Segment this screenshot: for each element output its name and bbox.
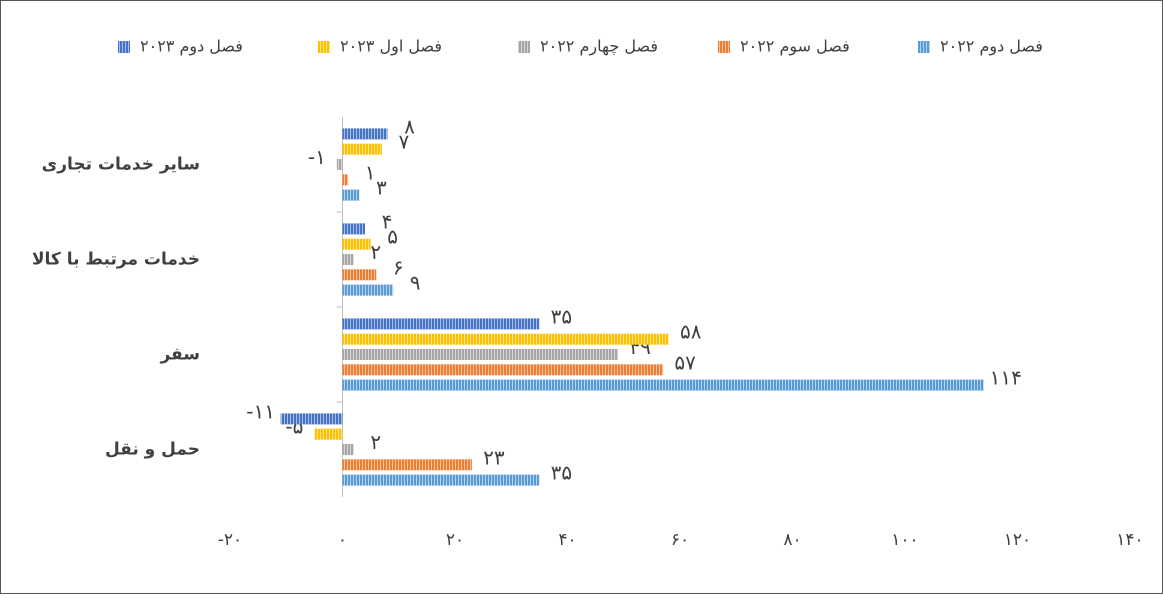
bar bbox=[342, 143, 382, 155]
data-label: ۲ bbox=[370, 430, 381, 454]
x-tick-label: ۶۰ bbox=[671, 530, 689, 550]
x-tick-label: ۱۴۰ bbox=[1116, 530, 1143, 550]
bar bbox=[342, 318, 540, 330]
data-label: ۲۳ bbox=[483, 445, 505, 469]
data-label: ۱۱۴ bbox=[990, 366, 1022, 390]
legend-label: فصل اول ۲۰۲۳ bbox=[340, 37, 442, 57]
data-label: ۳۵ bbox=[551, 304, 572, 328]
bar bbox=[342, 364, 664, 376]
data-label: ۴ bbox=[382, 209, 393, 233]
bar bbox=[342, 459, 472, 471]
x-tick-label: ۸۰ bbox=[783, 530, 801, 550]
bar bbox=[342, 269, 377, 281]
data-label: ۶ bbox=[393, 255, 404, 279]
legend-swatch bbox=[718, 41, 730, 53]
legend-label: فصل دوم ۲۰۲۲ bbox=[940, 37, 1043, 57]
data-label: ۲ bbox=[370, 240, 381, 264]
legend-swatch bbox=[518, 41, 530, 53]
bar bbox=[342, 379, 984, 391]
data-label: ۷ bbox=[399, 130, 410, 154]
bar bbox=[314, 428, 343, 440]
bar bbox=[342, 349, 619, 360]
data-label: ۵۸ bbox=[680, 320, 702, 344]
data-label: -۱ bbox=[308, 145, 326, 169]
data-label: ۱ bbox=[365, 160, 376, 184]
category-label: سایر خدمات تجاری bbox=[42, 155, 200, 175]
category-label: حمل و نقل bbox=[105, 440, 200, 460]
data-label: ۸ bbox=[404, 114, 415, 138]
bar bbox=[342, 474, 540, 486]
data-label: ۵ bbox=[387, 225, 398, 249]
bar bbox=[280, 413, 343, 425]
legend-label: فصل دوم ۲۰۲۳ bbox=[140, 37, 243, 57]
bar bbox=[336, 159, 343, 170]
bar bbox=[342, 189, 360, 201]
x-tick-label: ۲۰ bbox=[446, 530, 464, 550]
x-tick-label: -۲۰ bbox=[218, 530, 242, 550]
bar bbox=[342, 284, 394, 296]
legend-swatch bbox=[118, 41, 130, 53]
x-tick-label: ۱۰۰ bbox=[891, 530, 918, 550]
bar bbox=[342, 238, 371, 250]
x-tick-label: ۱۲۰ bbox=[1004, 530, 1031, 550]
data-label: -۱۱ bbox=[246, 399, 275, 423]
legend-label: فصل سوم ۲۰۲۲ bbox=[740, 37, 850, 57]
data-label: ۳۵ bbox=[551, 461, 572, 485]
x-tick-label: ۴۰ bbox=[558, 530, 576, 550]
bar bbox=[342, 254, 354, 265]
data-label: ۹ bbox=[410, 271, 421, 295]
bar bbox=[342, 128, 388, 140]
data-label: ۳ bbox=[376, 176, 387, 200]
legend-label: فصل چهارم ۲۰۲۲ bbox=[540, 37, 658, 57]
bar bbox=[342, 444, 354, 455]
x-tick-label: ۰ bbox=[338, 530, 347, 550]
legend-swatch bbox=[918, 41, 930, 53]
bar bbox=[342, 223, 365, 235]
legend-swatch bbox=[318, 41, 330, 53]
bar bbox=[342, 174, 349, 186]
bar bbox=[342, 333, 669, 345]
data-label: ۵۷ bbox=[674, 350, 696, 374]
category-label: خدمات مرتبط با کالا bbox=[32, 250, 200, 270]
category-label: سفر bbox=[159, 345, 200, 365]
